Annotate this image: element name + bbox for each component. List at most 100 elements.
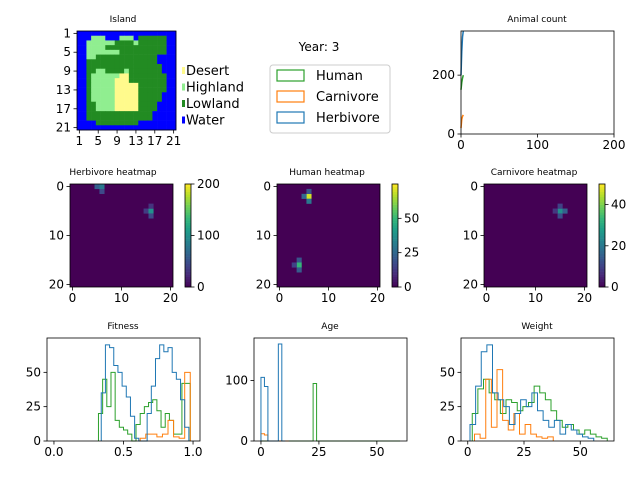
island-cell bbox=[171, 92, 177, 98]
island-cell bbox=[114, 115, 120, 121]
human-heatmap-x-tick-label: 0 bbox=[276, 291, 284, 305]
island-cell bbox=[124, 64, 130, 70]
island-cell bbox=[152, 111, 158, 117]
island-cell bbox=[105, 125, 111, 131]
island-cell bbox=[128, 73, 134, 79]
island-y-tick-label: 21 bbox=[56, 121, 71, 135]
weight-histogram-panel: Weight 0 25 50 0 25 50 bbox=[440, 322, 615, 459]
legend-box bbox=[269, 64, 391, 134]
carnivore-heatmap-colorbar-slice bbox=[599, 261, 605, 265]
island-legend-swatch bbox=[182, 116, 185, 124]
island-cell bbox=[91, 78, 97, 84]
island-cell bbox=[171, 111, 177, 117]
island-cell bbox=[157, 97, 163, 103]
island-cell bbox=[138, 97, 144, 103]
island-cell bbox=[143, 45, 149, 51]
carnivore-heatmap-title: Carnivore heatmap bbox=[491, 168, 578, 178]
weight-x-tick-label: 0 bbox=[464, 445, 472, 459]
carnivore-heatmap-cell bbox=[557, 213, 563, 219]
island-cell bbox=[110, 120, 116, 126]
island-cell bbox=[138, 101, 144, 107]
island-cell bbox=[105, 97, 111, 103]
island-cell bbox=[133, 40, 139, 46]
human-heatmap-colorbar-slice bbox=[392, 245, 398, 249]
island-cell bbox=[77, 87, 83, 93]
island-cell bbox=[95, 68, 101, 74]
island-cell bbox=[152, 115, 158, 121]
island-cell bbox=[147, 115, 153, 121]
island-cell bbox=[81, 45, 87, 51]
carnivore-heatmap-colorbar-slice bbox=[599, 281, 605, 285]
island-cell bbox=[171, 106, 177, 112]
herbivore-heatmap-colorbar-slice bbox=[185, 196, 191, 200]
island-cell bbox=[128, 125, 134, 131]
herbivore-heatmap-colorbar-slice bbox=[185, 238, 191, 241]
island-cell bbox=[171, 87, 177, 93]
island-cell bbox=[138, 40, 144, 46]
island-cell bbox=[124, 115, 130, 121]
weight-y-tick-label: 25 bbox=[440, 400, 455, 414]
island-legend-swatch bbox=[182, 67, 185, 74]
island-cell bbox=[105, 73, 111, 79]
island-cell bbox=[114, 82, 120, 88]
island-cell bbox=[143, 92, 149, 98]
island-cell bbox=[119, 54, 125, 60]
human-heatmap-panel: Human heatmap 0 10 20 0 10 20 0 25 50 bbox=[256, 168, 420, 305]
island-cell bbox=[86, 125, 92, 131]
island-cell bbox=[114, 54, 120, 60]
island-cell bbox=[100, 59, 106, 65]
island-cell bbox=[81, 54, 87, 60]
island-cell bbox=[143, 40, 149, 46]
island-cell bbox=[171, 73, 177, 79]
island-cell bbox=[114, 92, 120, 98]
island-cell bbox=[77, 125, 83, 131]
island-cell bbox=[171, 125, 177, 131]
island-cell bbox=[110, 78, 116, 84]
island-cell bbox=[100, 64, 106, 70]
island-cell bbox=[157, 49, 163, 55]
human-heatmap-x-tick-label: 10 bbox=[321, 291, 336, 305]
island-cell bbox=[124, 82, 130, 88]
island-cell bbox=[81, 111, 87, 117]
island-cell bbox=[91, 97, 97, 103]
island-cell bbox=[119, 115, 125, 121]
human-heatmap-colorbar-slice bbox=[392, 184, 398, 187]
carnivore-heatmap-background bbox=[484, 184, 587, 287]
island-cell bbox=[166, 31, 172, 37]
carnivore-heatmap-colorbar-slice bbox=[599, 243, 605, 247]
island-cell bbox=[110, 106, 116, 112]
island-cell bbox=[157, 54, 163, 60]
island-cell bbox=[114, 101, 120, 107]
island-cell bbox=[100, 97, 106, 103]
weight-y-tick-label: 0 bbox=[447, 434, 455, 448]
island-cell bbox=[91, 125, 97, 131]
legend-swatch bbox=[276, 69, 305, 82]
island-cell bbox=[166, 115, 172, 121]
human-heatmap-colorbar-slice bbox=[392, 279, 398, 283]
island-cell bbox=[124, 78, 130, 84]
island-cell bbox=[91, 73, 97, 79]
island-cell bbox=[157, 92, 163, 98]
island-cell bbox=[147, 49, 153, 55]
island-cell bbox=[119, 35, 125, 41]
island-cell bbox=[171, 78, 177, 84]
island-cell bbox=[133, 115, 139, 121]
island-cell bbox=[152, 68, 158, 74]
island-legend-swatch bbox=[182, 100, 185, 107]
island-cell bbox=[110, 68, 116, 74]
human-heatmap-cell bbox=[301, 193, 307, 199]
island-cell bbox=[91, 115, 97, 121]
age-x-tick-label: 50 bbox=[369, 445, 384, 459]
carnivore-heatmap-colorbar-tick-label: 20 bbox=[611, 239, 626, 253]
island-x-tick-label: 13 bbox=[128, 134, 143, 148]
island-cell bbox=[133, 82, 139, 88]
age-y-tick-label: 0 bbox=[240, 434, 248, 448]
count-x-tick-label: 200 bbox=[603, 138, 626, 152]
island-cell bbox=[152, 125, 158, 131]
herbivore-heatmap-background bbox=[70, 184, 173, 287]
island-cell bbox=[124, 97, 130, 103]
island-cell bbox=[91, 49, 97, 55]
island-cell bbox=[124, 92, 130, 98]
island-cell bbox=[91, 40, 97, 46]
island-cell bbox=[157, 59, 163, 65]
